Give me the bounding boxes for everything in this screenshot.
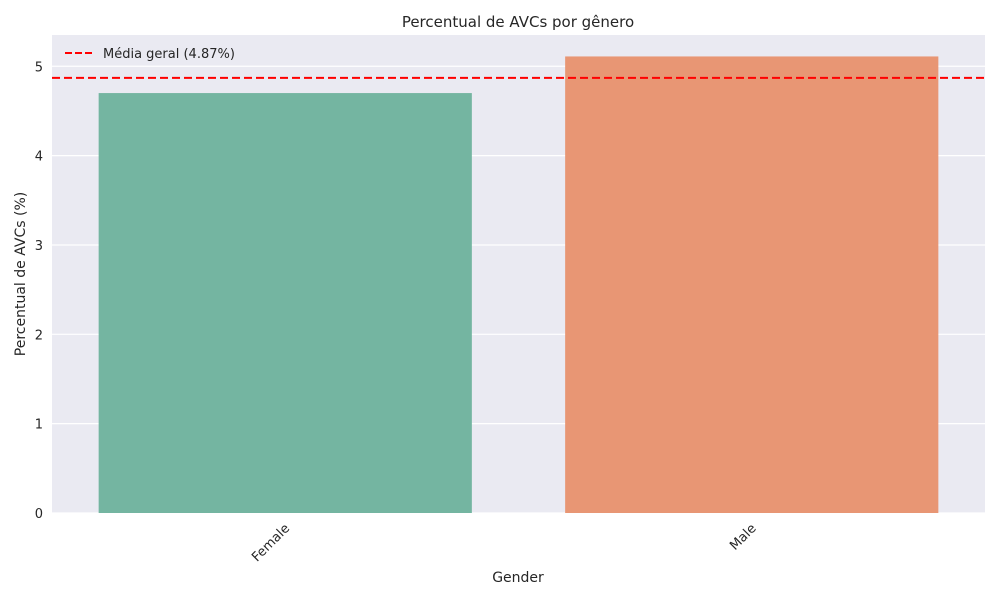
y-tick-label: 1 <box>35 418 43 433</box>
bar-male <box>565 56 939 513</box>
x-axis-ticks: Female Male <box>249 521 759 565</box>
y-tick-label: 3 <box>35 239 43 254</box>
chart-title: Percentual de AVCs por gênero <box>402 13 634 31</box>
y-tick-label: 0 <box>35 507 43 522</box>
x-tick-label: Female <box>249 521 293 565</box>
y-tick-label: 5 <box>35 60 43 75</box>
bar-female <box>98 93 472 513</box>
legend: Média geral (4.87%) <box>65 47 235 62</box>
bars <box>98 56 939 513</box>
y-tick-label: 2 <box>35 328 43 343</box>
x-axis-label: Gender <box>492 570 544 586</box>
y-tick-label: 4 <box>35 150 43 165</box>
y-axis-ticks: 0 1 2 3 4 5 <box>35 60 43 522</box>
x-tick-label: Male <box>727 521 759 553</box>
y-axis-label: Percentual de AVCs (%) <box>13 192 29 356</box>
legend-label: Média geral (4.87%) <box>103 47 235 62</box>
